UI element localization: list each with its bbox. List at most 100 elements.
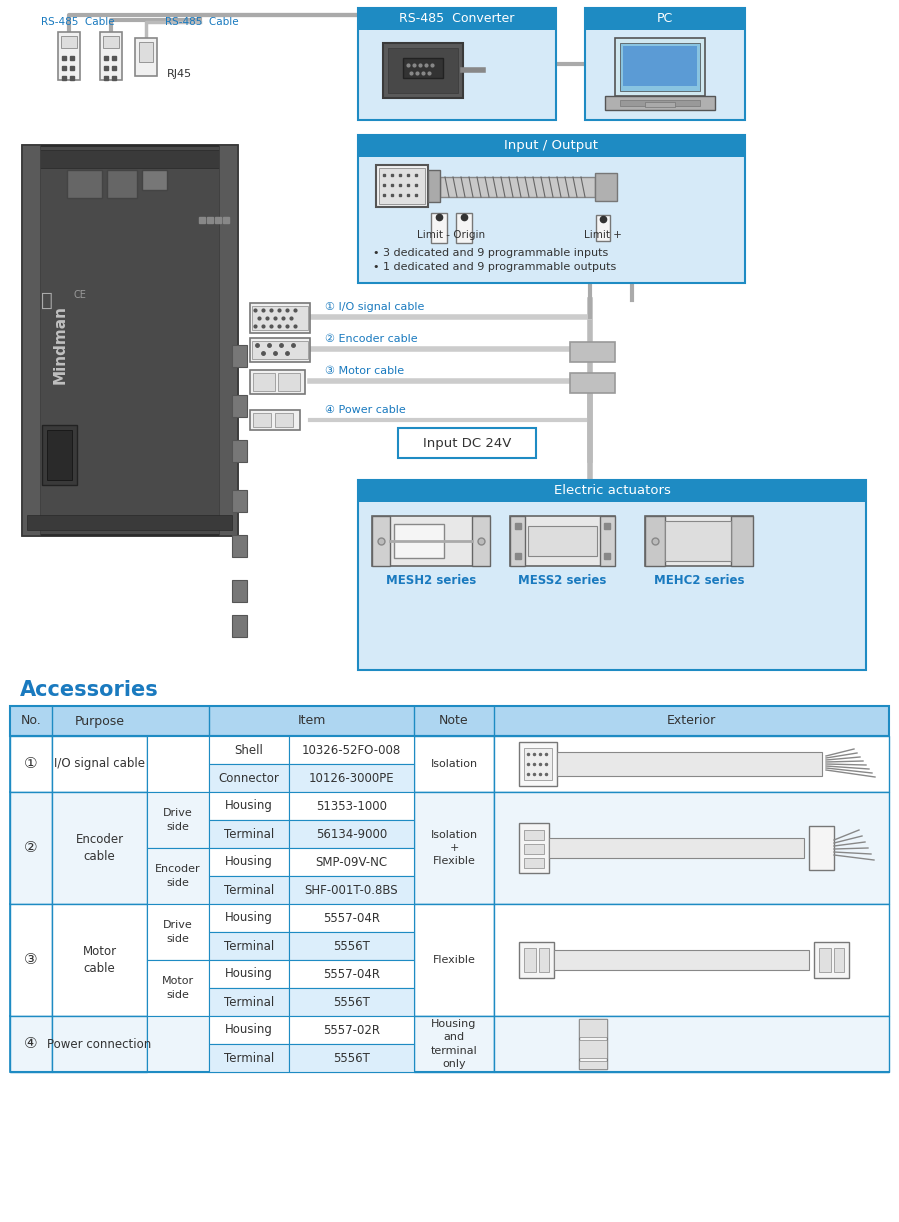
Bar: [519, 742, 557, 786]
Bar: [209, 848, 289, 876]
Bar: [524, 858, 544, 868]
Bar: [209, 1015, 289, 1044]
Bar: [539, 948, 549, 971]
Bar: [379, 167, 425, 204]
Bar: [388, 48, 458, 93]
Bar: [819, 948, 831, 971]
Text: • 3 dedicated and 9 programmable inputs: • 3 dedicated and 9 programmable inputs: [373, 248, 609, 258]
Text: ④: ④: [24, 1036, 38, 1051]
Text: Terminal: Terminal: [224, 996, 274, 1008]
Bar: [358, 480, 866, 670]
Bar: [570, 342, 615, 362]
Bar: [289, 989, 414, 1015]
Bar: [494, 736, 889, 792]
Bar: [414, 904, 494, 1015]
Bar: [579, 1019, 607, 1069]
Bar: [570, 373, 615, 393]
Text: No.: No.: [21, 715, 41, 727]
Bar: [209, 792, 289, 820]
Bar: [10, 1015, 52, 1072]
Bar: [596, 215, 610, 241]
Text: Electric actuators: Electric actuators: [554, 484, 671, 497]
Bar: [809, 826, 834, 870]
Bar: [232, 580, 247, 602]
Bar: [289, 1015, 414, 1044]
Text: 10126-3000PE: 10126-3000PE: [308, 771, 395, 785]
Text: Terminal: Terminal: [224, 940, 274, 952]
Bar: [219, 145, 237, 535]
Text: 5556T: 5556T: [333, 1051, 369, 1064]
Text: Encoder
side: Encoder side: [156, 864, 200, 887]
Text: ①: ①: [24, 756, 38, 771]
Bar: [107, 170, 137, 198]
Bar: [579, 1061, 607, 1069]
Bar: [731, 516, 753, 566]
Bar: [549, 838, 804, 858]
Bar: [100, 32, 122, 79]
Bar: [52, 1015, 147, 1072]
Bar: [814, 942, 849, 978]
Text: Housing: Housing: [225, 855, 273, 869]
Text: • 1 dedicated and 9 programmable outputs: • 1 dedicated and 9 programmable outputs: [373, 262, 616, 273]
Text: ②: ②: [24, 841, 38, 855]
Bar: [250, 411, 300, 430]
Bar: [250, 370, 305, 393]
Text: Mindman: Mindman: [52, 306, 67, 385]
Text: RS-485  Converter: RS-485 Converter: [399, 12, 515, 26]
Text: 5556T: 5556T: [333, 996, 369, 1008]
Text: Terminal: Terminal: [224, 1051, 274, 1064]
Text: Input / Output: Input / Output: [504, 139, 599, 153]
Bar: [27, 150, 232, 167]
Bar: [398, 428, 536, 458]
Bar: [232, 345, 247, 367]
Bar: [579, 1019, 607, 1037]
Bar: [289, 876, 414, 904]
Text: Terminal: Terminal: [224, 884, 274, 897]
Bar: [232, 440, 247, 462]
Bar: [147, 792, 209, 848]
Text: 56134-9000: 56134-9000: [316, 827, 387, 841]
Text: Drive
side: Drive side: [163, 809, 193, 832]
Text: Limit +: Limit +: [584, 230, 622, 240]
Bar: [376, 165, 428, 207]
Bar: [645, 101, 675, 108]
Bar: [27, 514, 232, 530]
Bar: [358, 9, 556, 31]
Text: 5557-04R: 5557-04R: [323, 968, 380, 980]
Bar: [209, 960, 289, 989]
Text: MESH2 series: MESH2 series: [386, 573, 476, 587]
Bar: [585, 9, 745, 31]
Text: 51353-1000: 51353-1000: [316, 799, 387, 813]
Text: Motor
side: Motor side: [162, 976, 194, 1000]
Bar: [209, 904, 289, 932]
Bar: [289, 960, 414, 989]
Text: Terminal: Terminal: [224, 827, 274, 841]
Text: RS-485  Cable: RS-485 Cable: [165, 17, 239, 27]
Text: MESS2 series: MESS2 series: [519, 573, 607, 587]
Bar: [275, 413, 293, 426]
Bar: [22, 145, 237, 535]
Text: 10326-52FO-008: 10326-52FO-008: [302, 743, 401, 756]
Text: Purpose: Purpose: [75, 715, 124, 727]
Bar: [209, 876, 289, 904]
Text: Encoder
cable: Encoder cable: [76, 833, 123, 863]
Bar: [10, 792, 889, 904]
Bar: [10, 736, 889, 792]
Bar: [252, 306, 308, 330]
Text: Item: Item: [298, 715, 325, 727]
Bar: [103, 35, 119, 48]
Bar: [232, 490, 247, 512]
Bar: [528, 525, 597, 556]
Bar: [414, 792, 494, 904]
Bar: [47, 430, 72, 480]
Bar: [383, 43, 463, 98]
Bar: [289, 932, 414, 960]
Bar: [615, 38, 705, 97]
Text: Connector: Connector: [218, 771, 280, 785]
Bar: [524, 830, 544, 840]
Bar: [209, 1044, 289, 1072]
Bar: [147, 1015, 209, 1072]
Bar: [58, 32, 80, 79]
Bar: [834, 948, 844, 971]
Bar: [605, 97, 715, 110]
